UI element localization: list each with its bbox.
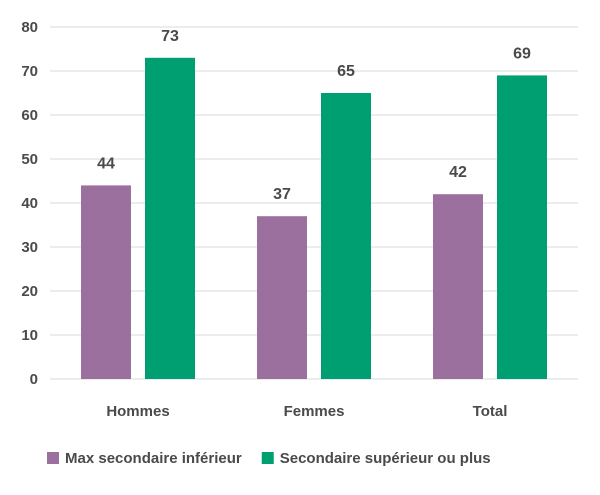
y-tick-label: 40 xyxy=(21,195,38,212)
bar xyxy=(433,194,483,379)
data-label: 44 xyxy=(97,155,115,172)
bar xyxy=(257,216,307,379)
y-tick-label: 20 xyxy=(21,283,38,300)
legend: Max secondaire inférieur Secondaire supér… xyxy=(47,450,491,467)
bar xyxy=(497,75,547,380)
bar xyxy=(321,93,371,379)
y-tick-label: 70 xyxy=(21,63,38,80)
y-tick-label: 80 xyxy=(21,19,38,36)
x-axis-categories: Hommes Femmes Total xyxy=(106,403,507,420)
bar xyxy=(81,185,131,379)
data-label: 37 xyxy=(273,186,291,203)
legend-swatch xyxy=(261,452,274,464)
data-label: 69 xyxy=(513,45,531,62)
y-tick-label: 10 xyxy=(21,327,38,344)
legend-label: Max secondaire inférieur xyxy=(65,450,242,467)
data-label: 42 xyxy=(449,164,467,181)
data-label: 73 xyxy=(161,28,179,45)
category-label: Hommes xyxy=(106,403,169,420)
gridlines xyxy=(50,26,578,380)
y-tick-label: 60 xyxy=(21,107,38,124)
data-labels: 44 73 37 65 42 69 xyxy=(97,28,531,203)
bars xyxy=(81,57,547,380)
category-label: Total xyxy=(473,403,508,420)
y-tick-label: 50 xyxy=(21,151,38,168)
y-tick-label: 0 xyxy=(30,371,38,388)
legend-label: Secondaire supérieur ou plus xyxy=(280,450,491,467)
bar xyxy=(145,57,195,380)
legend-swatch xyxy=(47,452,59,464)
y-axis-ticks: 0 10 20 30 40 50 60 70 80 xyxy=(21,19,38,388)
category-label: Femmes xyxy=(284,403,345,420)
data-label: 65 xyxy=(337,63,355,80)
y-tick-label: 30 xyxy=(21,239,38,256)
